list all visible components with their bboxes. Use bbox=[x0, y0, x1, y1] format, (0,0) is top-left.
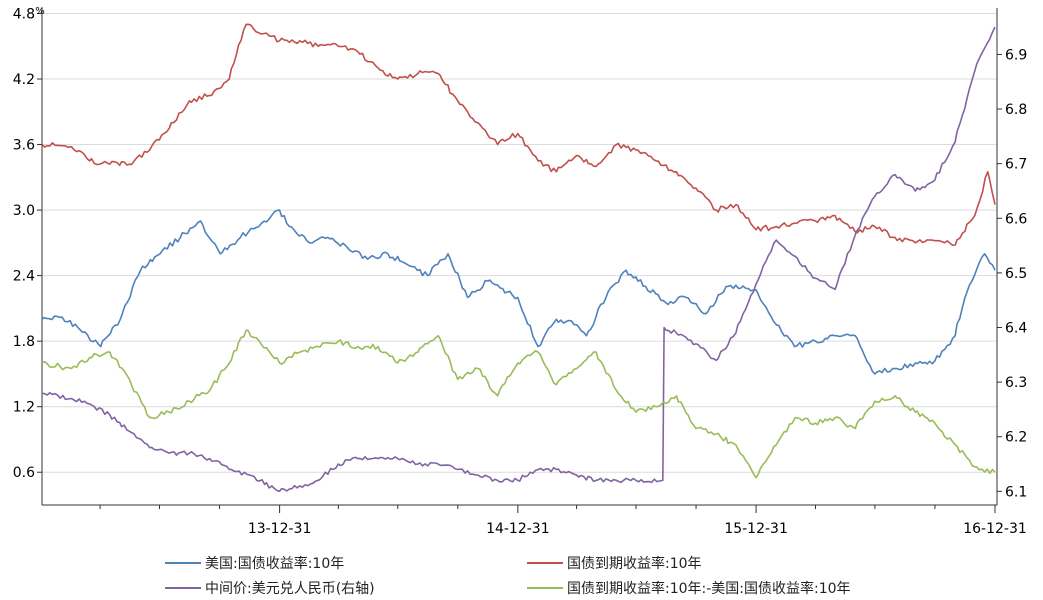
right-tick-label-3: 6.4 bbox=[1005, 321, 1027, 337]
series-line-2 bbox=[41, 26, 996, 493]
legend-item-usdcny-mid: 中间价:美元兑人民币(右轴) bbox=[165, 578, 375, 598]
right-tick-label-8: 6.9 bbox=[1005, 47, 1027, 63]
legend-swatch-cn-10y-yield bbox=[527, 562, 563, 564]
left-tick-label-4: 3.0 bbox=[13, 203, 35, 219]
right-tick-label-1: 6.2 bbox=[1005, 430, 1027, 446]
legend-label-us-10y-yield: 美国:国债收益率:10年 bbox=[205, 556, 345, 572]
left-tick-label-5: 3.6 bbox=[13, 138, 35, 154]
series-line-1 bbox=[41, 23, 996, 246]
legend-swatch-us-10y-yield bbox=[165, 562, 201, 564]
x-tick-label-0: 13-12-31 bbox=[248, 521, 312, 537]
right-tick-label-5: 6.6 bbox=[1005, 211, 1027, 227]
x-tick-label-1: 14-12-31 bbox=[486, 521, 550, 537]
left-tick-label-1: 1.2 bbox=[13, 400, 35, 416]
legend-item-yield-spread: 国债到期收益率:10年:-美国:国债收益率:10年 bbox=[527, 578, 851, 598]
right-tick-label-6: 6.7 bbox=[1005, 157, 1027, 173]
legend-item-us-10y-yield: 美国:国债收益率:10年 bbox=[165, 553, 344, 573]
legend-label-cn-10y-yield: 国债到期收益率:10年 bbox=[567, 556, 702, 572]
legend-label-yield-spread: 国债到期收益率:10年:-美国:国债收益率:10年 bbox=[567, 581, 851, 597]
chart-area: 0.6 1.2 1.8 2.4 3.0 3.6 4.2 4.8 % 6.1 6.2 6.3 6.4 6.5… bbox=[13, 6, 1028, 537]
legend-label-usdcny-mid: 中间价:美元兑人民币(右轴) bbox=[205, 581, 375, 597]
right-tick-label-4: 6.5 bbox=[1005, 266, 1027, 282]
series-line-3 bbox=[41, 329, 996, 479]
series-line-0 bbox=[41, 209, 996, 375]
x-tick-label-3: 16-12-31 bbox=[963, 521, 1027, 537]
left-tick-label-3: 2.4 bbox=[13, 269, 35, 285]
left-tick-label-7: 4.8 bbox=[13, 6, 35, 22]
right-tick-label-2: 6.3 bbox=[1005, 375, 1027, 391]
left-tick-label-6: 4.2 bbox=[13, 72, 35, 88]
right-tick-label-7: 6.8 bbox=[1005, 102, 1027, 118]
chart-legend: 美国:国债收益率:10年 国债到期收益率:10年 中间价:美元兑人民币(右轴) … bbox=[0, 540, 1043, 600]
left-tick-label-2: 1.8 bbox=[13, 334, 35, 350]
right-tick-label-0: 6.1 bbox=[1005, 484, 1027, 500]
legend-swatch-usdcny-mid bbox=[165, 587, 201, 589]
x-tick-label-2: 15-12-31 bbox=[724, 521, 788, 537]
legend-item-cn-10y-yield: 国债到期收益率:10年 bbox=[527, 553, 702, 573]
legend-swatch-yield-spread bbox=[527, 587, 563, 589]
left-axis-unit: % bbox=[35, 6, 45, 17]
left-tick-label-0: 0.6 bbox=[13, 465, 35, 481]
